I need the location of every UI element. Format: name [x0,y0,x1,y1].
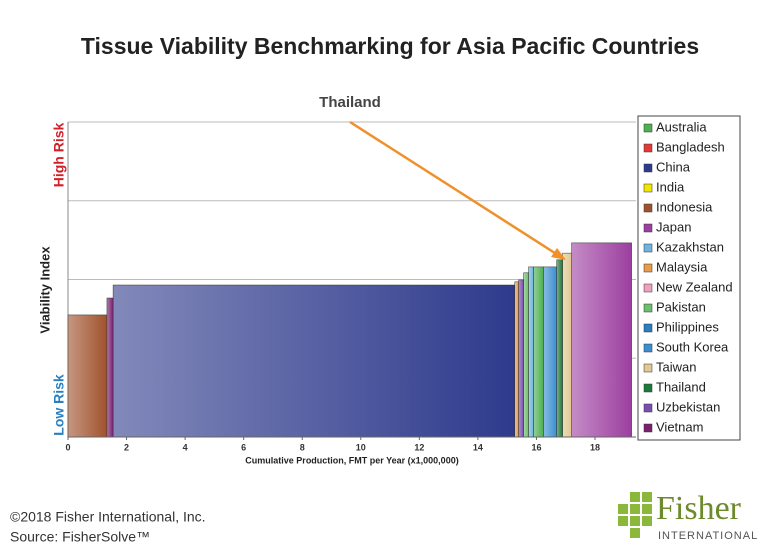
bar [528,266,534,438]
legend-label: Thailand [656,379,706,394]
bar [67,314,108,438]
legend-label: Bangladesh [656,139,725,154]
legend-label: Taiwan [656,359,696,374]
legend-swatch [643,283,653,293]
annotation: Thailand [319,94,381,111]
legend: Australia Bangladesh China India Indonesia Ja… [637,115,741,441]
legend-label: New Zealand [656,279,733,294]
source: Source: FisherSolve™ [10,529,150,545]
x-tick-label: 18 [590,442,600,452]
legend-label: South Korea [656,339,729,354]
legend-swatch [643,203,653,213]
x-tick-label: 10 [356,442,366,452]
x-tick-label: 14 [473,442,483,452]
x-tick-label: 2 [124,442,129,452]
x-tick-label: 8 [300,442,305,452]
bar [112,284,516,438]
legend-swatch [643,323,653,333]
bar [514,281,519,438]
legend-swatch [643,343,653,353]
legend-swatch [643,383,653,393]
legend-swatch [643,143,653,153]
legend-swatch [643,263,653,273]
bar [523,272,529,438]
annotation-arrow [349,120,559,257]
legend-label: India [656,179,685,194]
chart-title: Tissue Viability Benchmarking for Asia P… [81,33,699,59]
legend-swatch [643,123,653,133]
legend-box [637,115,741,441]
annotation-arrowhead [551,248,566,260]
bar [533,266,545,438]
legend-label: Philippines [656,319,719,334]
legend-label: Australia [656,119,707,134]
bar [518,279,524,438]
legend-swatch [643,163,653,173]
bar [106,297,114,438]
legend-swatch [643,303,653,313]
legend-label: Indonesia [656,199,713,214]
legend-label: Malaysia [656,259,708,274]
bar [562,252,572,438]
logo-sub: INTERNATIONAL [658,530,758,542]
legend-swatch [643,403,653,413]
bar [543,266,557,438]
x-tick-label: 4 [183,442,188,452]
y-axis-label: Viability Index [37,246,52,334]
legend-swatch [643,423,653,433]
copyright: ©2018 Fisher International, Inc. [10,509,206,525]
x-tick-label: 12 [414,442,424,452]
x-tick-label: 6 [241,442,246,452]
x-tick-label: 0 [65,442,70,452]
x-tick-label: 16 [531,442,541,452]
legend-label: Japan [656,219,691,234]
y-high-label: High Risk [51,123,67,188]
logo-icon [618,492,652,538]
legend-swatch [643,363,653,373]
legend-label: China [656,159,691,174]
legend-label: Uzbekistan [656,399,720,414]
bar [571,242,632,438]
legend-label: Vietnam [656,419,703,434]
bar [556,259,563,438]
legend-swatch [643,223,653,233]
legend-label: Pakistan [656,299,706,314]
x-axis-label: Cumulative Production, FMT per Year (x1,… [245,455,458,465]
legend-swatch [643,243,653,253]
legend-label: Kazakhstan [656,239,724,254]
logo-name: Fisher [656,490,742,527]
y-low-label: Low Risk [51,374,67,436]
legend-swatch [643,183,653,193]
